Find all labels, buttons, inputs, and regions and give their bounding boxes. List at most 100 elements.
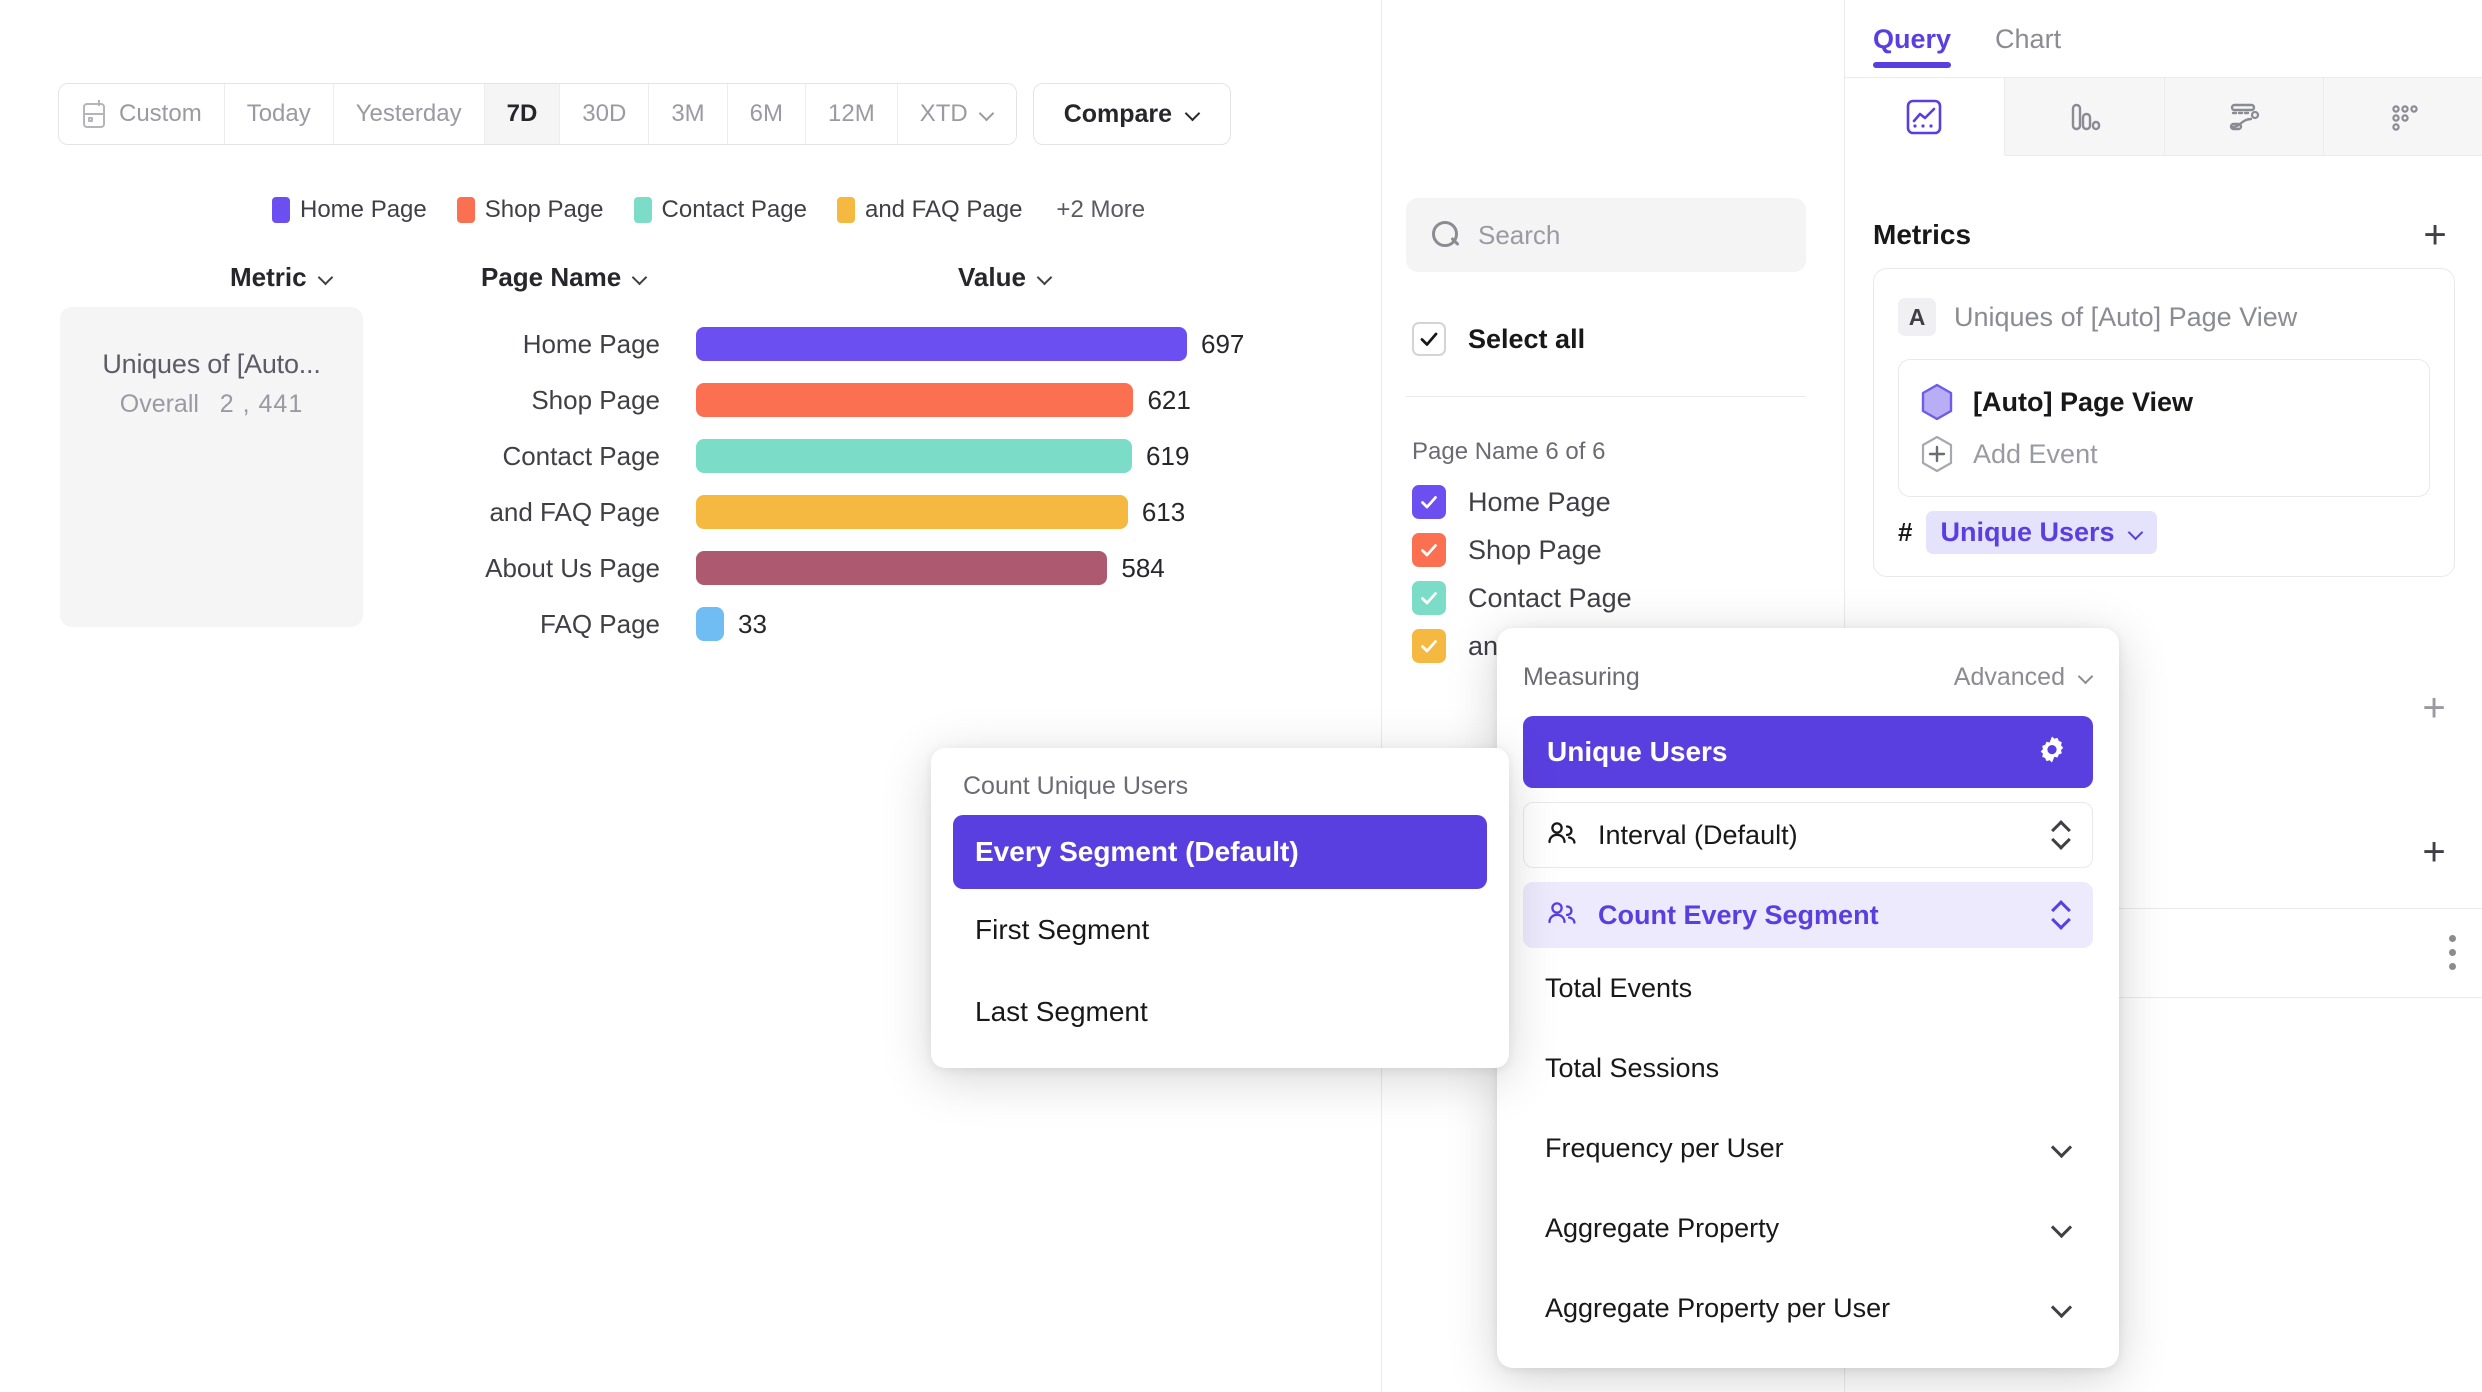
metric-summary-overall-value: 2 , 441 bbox=[219, 390, 304, 418]
range-7d[interactable]: 7D bbox=[484, 84, 561, 144]
measuring-selected-label: Unique Users bbox=[1547, 736, 1728, 767]
kebab-menu-icon[interactable] bbox=[2449, 935, 2456, 970]
interval-selector[interactable]: Interval (Default) bbox=[1523, 802, 2093, 868]
bar-fill bbox=[696, 383, 1134, 417]
legend-more-button[interactable]: +2 More bbox=[1056, 196, 1146, 223]
add-event-button[interactable]: Add Event bbox=[1899, 428, 2429, 480]
measuring-option-label: Frequency per User bbox=[1545, 1132, 1784, 1163]
count-option-last-segment-label: Last Segment bbox=[975, 996, 1148, 1027]
column-header-value[interactable]: Value bbox=[958, 262, 1052, 293]
measuring-option[interactable]: Aggregate Property per User bbox=[1523, 1268, 2093, 1348]
filter-item[interactable]: Home Page bbox=[1412, 485, 1611, 519]
count-option-last-segment[interactable]: Last Segment bbox=[953, 971, 1487, 1053]
compare-button[interactable]: Compare bbox=[1032, 83, 1232, 145]
column-header-page-name[interactable]: Page Name bbox=[481, 262, 647, 293]
chevron-down-icon bbox=[2053, 1219, 2071, 1237]
range-12m-label: 12M bbox=[828, 100, 875, 127]
metric-card-title: Uniques of [Auto] Page View bbox=[1954, 301, 2298, 332]
bar-fill bbox=[696, 495, 1128, 529]
filter-item[interactable]: Shop Page bbox=[1412, 533, 1602, 567]
checkbox-icon bbox=[1412, 322, 1446, 356]
count-option-every-segment[interactable]: Every Segment (Default) bbox=[953, 815, 1487, 889]
measuring-dropdown: Measuring Advanced Unique Users bbox=[1497, 628, 2119, 1368]
chevron-down-icon bbox=[633, 271, 647, 285]
count-segment-selector[interactable]: Count Every Segment bbox=[1523, 882, 2093, 948]
filter-item-label: Contact Page bbox=[1468, 582, 1632, 613]
bar-value-label: 619 bbox=[1146, 440, 1190, 471]
hash-icon: # bbox=[1898, 517, 1913, 547]
calendar-icon bbox=[81, 100, 107, 128]
metric-summary-card[interactable]: Uniques of [Auto... Overall 2 , 441 bbox=[60, 307, 363, 627]
add-metric-button[interactable]: + bbox=[2423, 213, 2447, 257]
legend-item[interactable]: Shop Page bbox=[456, 196, 604, 224]
bar-category-label: FAQ Page bbox=[540, 608, 660, 639]
range-today[interactable]: Today bbox=[224, 84, 334, 144]
metrics-title: Metrics bbox=[1873, 219, 1972, 250]
legend-swatch-icon bbox=[456, 197, 475, 223]
metrics-section-header: Metrics + bbox=[1873, 215, 2455, 255]
bar-track: 613 bbox=[696, 495, 1185, 529]
tab-query[interactable]: Query bbox=[1873, 0, 1952, 78]
dots-grid-icon[interactable] bbox=[2324, 78, 2482, 156]
bar-category-label: Home Page bbox=[522, 328, 660, 359]
advanced-label: Advanced bbox=[1953, 662, 2065, 691]
tab-chart[interactable]: Chart bbox=[1995, 0, 2061, 78]
range-yesterday-label: Yesterday bbox=[355, 100, 462, 127]
range-30d[interactable]: 30D bbox=[560, 84, 650, 144]
bar-category-label: Contact Page bbox=[502, 440, 660, 471]
compare-label: Compare bbox=[1063, 99, 1173, 128]
legend-item[interactable]: and FAQ Page bbox=[836, 196, 1022, 224]
event-name-label: [Auto] Page View bbox=[1973, 386, 2194, 417]
range-custom-label: Custom bbox=[119, 100, 202, 127]
date-range-toolbar: Custom Today Yesterday 7D 30D 3M bbox=[58, 83, 1232, 145]
panel-divider-rule bbox=[1406, 396, 1806, 397]
filter-item[interactable]: Contact Page bbox=[1412, 581, 1632, 615]
measuring-selected-option[interactable]: Unique Users bbox=[1523, 716, 2093, 788]
range-yesterday[interactable]: Yesterday bbox=[333, 84, 485, 144]
flow-chart-icon[interactable] bbox=[2164, 78, 2325, 156]
search-input[interactable]: Search bbox=[1406, 198, 1806, 272]
range-6m[interactable]: 6M bbox=[727, 84, 806, 144]
measuring-option-label: Total Sessions bbox=[1545, 1052, 1720, 1083]
event-item[interactable]: [Auto] Page View bbox=[1899, 376, 2429, 428]
column-header-metric-label: Metric bbox=[230, 262, 307, 292]
range-custom[interactable]: Custom bbox=[59, 84, 225, 144]
bar-value-label: 697 bbox=[1201, 328, 1245, 359]
range-3m[interactable]: 3M bbox=[649, 84, 728, 144]
measuring-option[interactable]: Total Sessions bbox=[1523, 1028, 2093, 1108]
bar-value-label: 33 bbox=[738, 608, 767, 639]
legend-label: Shop Page bbox=[484, 196, 604, 223]
bar-track: 697 bbox=[696, 327, 1244, 361]
users-icon bbox=[1546, 820, 1578, 851]
bar-chart-icon[interactable] bbox=[2004, 78, 2165, 156]
bar-fill bbox=[696, 551, 1108, 585]
range-xtd-label: XTD bbox=[919, 100, 968, 127]
count-option-first-segment[interactable]: First Segment bbox=[953, 889, 1487, 971]
measuring-option[interactable]: Frequency per User bbox=[1523, 1108, 2093, 1188]
metric-summary-overall-label: Overall bbox=[119, 390, 199, 418]
range-12m[interactable]: 12M bbox=[806, 84, 898, 144]
measure-chip-button[interactable]: Unique Users bbox=[1926, 511, 2157, 554]
bar-category-label: About Us Page bbox=[485, 552, 660, 583]
legend-item[interactable]: Contact Page bbox=[633, 196, 807, 224]
gear-icon[interactable] bbox=[2035, 733, 2069, 772]
column-header-metric[interactable]: Metric bbox=[230, 262, 333, 293]
range-xtd[interactable]: XTD bbox=[897, 84, 1016, 144]
range-6m-label: 6M bbox=[749, 100, 783, 127]
legend-item[interactable]: Home Page bbox=[272, 196, 427, 224]
measuring-option[interactable]: Total Events bbox=[1523, 948, 2093, 1028]
legend-swatch-icon bbox=[272, 197, 290, 223]
measuring-option[interactable]: Aggregate Property bbox=[1523, 1188, 2093, 1268]
checkbox-icon bbox=[1412, 581, 1446, 615]
bar-fill bbox=[696, 327, 1187, 361]
filter-count-label: Page Name 6 of 6 bbox=[1412, 438, 1606, 465]
add-section-button-2[interactable]: + bbox=[2422, 830, 2446, 874]
bar-value-label: 613 bbox=[1141, 496, 1186, 527]
measuring-header: Measuring Advanced bbox=[1523, 654, 2093, 700]
count-option-first-segment-label: First Segment bbox=[975, 914, 1150, 945]
add-section-button-1[interactable]: + bbox=[2422, 686, 2446, 730]
line-chart-icon[interactable] bbox=[1845, 78, 2005, 156]
advanced-toggle[interactable]: Advanced bbox=[1954, 663, 2093, 692]
select-all-checkbox[interactable]: Select all bbox=[1412, 322, 1585, 356]
search-placeholder: Search bbox=[1478, 219, 1561, 250]
